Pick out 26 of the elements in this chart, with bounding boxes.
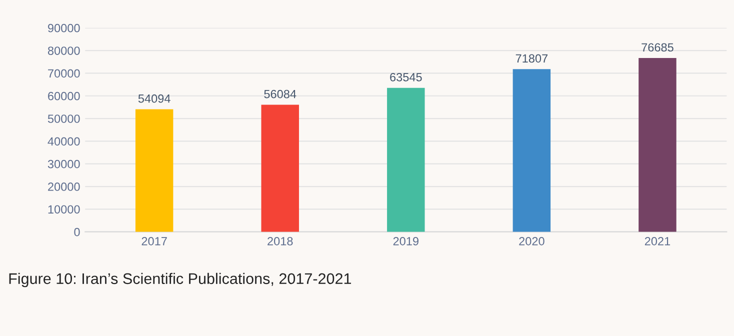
bar <box>261 104 299 232</box>
y-tick-label: 40000 <box>48 137 80 146</box>
y-tick-label: 90000 <box>48 24 80 32</box>
data-label: 76685 <box>642 43 674 52</box>
x-tick-label: 2021 <box>644 237 670 246</box>
y-tick-label: 0 <box>74 228 80 236</box>
bar <box>512 69 551 232</box>
bar <box>638 58 676 232</box>
x-tick-label: 2017 <box>142 237 167 246</box>
y-tick-label: 20000 <box>48 182 80 191</box>
data-label: 71807 <box>516 54 548 63</box>
text: Figure 10: Iran’s Scientific Publications, 2017-2021 <box>9 272 352 288</box>
data-label: 63545 <box>390 72 422 82</box>
y-tick-label: 80000 <box>48 46 80 55</box>
x-tick-label: 2018 <box>268 237 293 246</box>
x-tick-label: 2020 <box>519 237 544 246</box>
y-tick-label: 70000 <box>48 69 80 78</box>
y-tick-label: 30000 <box>48 160 80 168</box>
data-label: 56084 <box>264 90 296 98</box>
y-tick-label: 50000 <box>48 114 80 123</box>
data-label: 54094 <box>138 94 170 103</box>
x-tick-label: 2019 <box>393 237 418 246</box>
bar <box>387 88 425 232</box>
y-tick-label: 10000 <box>48 205 80 214</box>
y-tick-label: 60000 <box>48 92 80 100</box>
bar <box>135 109 174 232</box>
